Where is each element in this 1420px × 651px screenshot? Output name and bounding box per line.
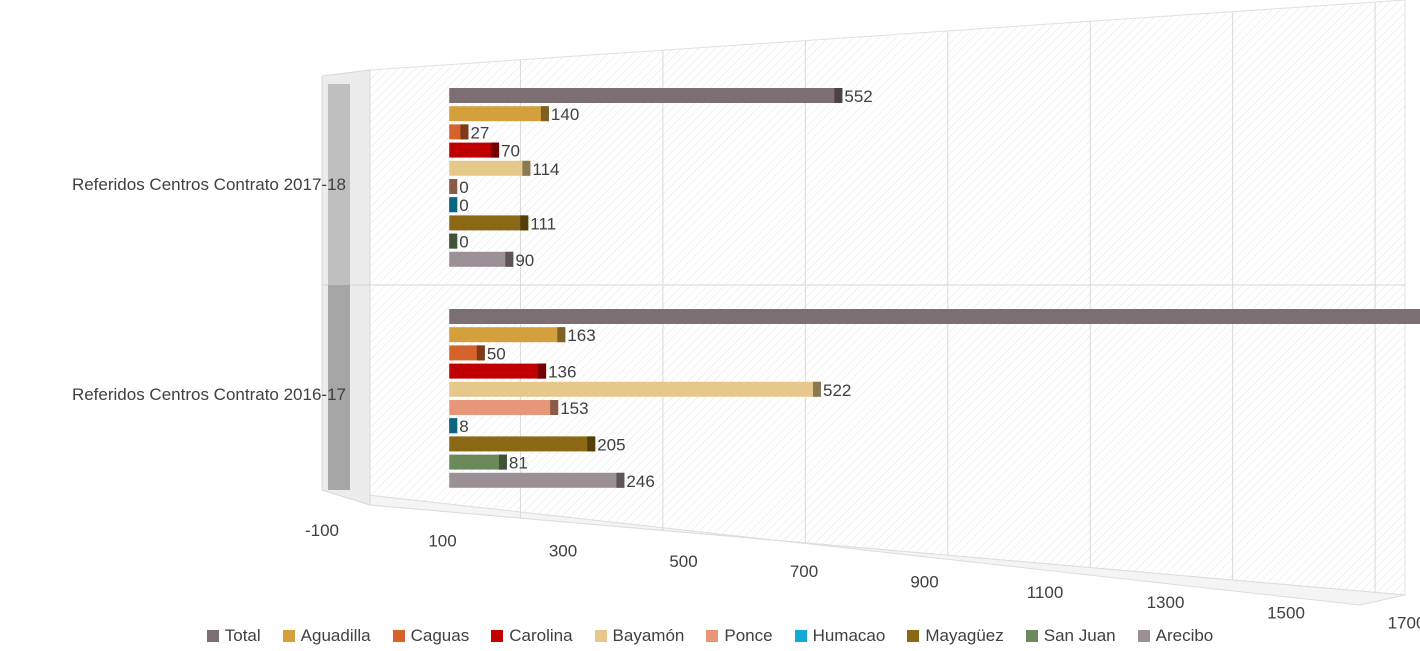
legend-swatch bbox=[283, 630, 295, 642]
bar-end bbox=[449, 179, 457, 194]
bar bbox=[449, 400, 558, 415]
data-label: 0 bbox=[459, 178, 468, 197]
x-tick-label: 700 bbox=[790, 562, 818, 581]
legend-label: Caguas bbox=[411, 626, 470, 646]
legend-label: Carolina bbox=[509, 626, 572, 646]
legend-swatch bbox=[1138, 630, 1150, 642]
legend-label: San Juan bbox=[1044, 626, 1116, 646]
bar-end bbox=[491, 143, 499, 158]
x-tick-label: 900 bbox=[910, 573, 938, 592]
category-label: Referidos Centros Contrato 2016-17 bbox=[72, 385, 346, 404]
legend-label: Total bbox=[225, 626, 261, 646]
legend-label: Bayamón bbox=[613, 626, 685, 646]
legend-item: Humacao bbox=[795, 626, 886, 646]
data-label: 136 bbox=[548, 363, 576, 382]
data-label: 140 bbox=[551, 105, 579, 124]
bar bbox=[449, 327, 565, 342]
legend-swatch bbox=[706, 630, 718, 642]
legend-label: Ponce bbox=[724, 626, 772, 646]
legend-label: Arecibo bbox=[1156, 626, 1214, 646]
legend-item: Total bbox=[207, 626, 261, 646]
data-label: 27 bbox=[470, 123, 489, 142]
data-label: 205 bbox=[597, 435, 625, 454]
legend-item: Carolina bbox=[491, 626, 572, 646]
x-tick-label: 1300 bbox=[1147, 593, 1185, 612]
bar bbox=[449, 215, 528, 230]
bar bbox=[449, 161, 530, 176]
data-label: 111 bbox=[530, 214, 556, 233]
bar-end bbox=[520, 215, 528, 230]
legend-swatch bbox=[907, 630, 919, 642]
bar-end bbox=[449, 418, 457, 433]
x-tick-label: -100 bbox=[305, 521, 339, 540]
data-label: 163 bbox=[567, 326, 595, 345]
bar bbox=[449, 309, 1420, 324]
bar-end bbox=[813, 382, 821, 397]
legend-item: Mayagüez bbox=[907, 626, 1003, 646]
legend-item: San Juan bbox=[1026, 626, 1116, 646]
legend-swatch bbox=[393, 630, 405, 642]
data-label: 70 bbox=[501, 142, 520, 161]
data-label: 81 bbox=[509, 454, 528, 473]
legend-swatch bbox=[795, 630, 807, 642]
legend-item: Aguadilla bbox=[283, 626, 371, 646]
bar-end bbox=[499, 455, 507, 470]
bar-end bbox=[557, 327, 565, 342]
x-tick-label: 1500 bbox=[1267, 603, 1305, 622]
bar-end bbox=[449, 234, 457, 249]
bar-end bbox=[477, 345, 485, 360]
data-label: 114 bbox=[532, 160, 559, 179]
bar-end bbox=[550, 400, 558, 415]
legend-label: Aguadilla bbox=[301, 626, 371, 646]
legend-item: Arecibo bbox=[1138, 626, 1214, 646]
legend-item: Bayamón bbox=[595, 626, 685, 646]
category-label: Referidos Centros Contrato 2017-18 bbox=[72, 175, 346, 194]
bar-end bbox=[834, 88, 842, 103]
data-label: 522 bbox=[823, 381, 851, 400]
legend-swatch bbox=[595, 630, 607, 642]
bar bbox=[449, 473, 624, 488]
bar-end bbox=[522, 161, 530, 176]
legend-item: Caguas bbox=[393, 626, 470, 646]
data-label: 0 bbox=[459, 196, 468, 215]
x-tick-label: 300 bbox=[549, 542, 577, 561]
data-label: 90 bbox=[515, 251, 534, 270]
data-label: 552 bbox=[844, 87, 872, 106]
legend: Total Aguadilla Caguas Carolina Bayamón Ponce… bbox=[0, 622, 1420, 650]
legend-label: Humacao bbox=[813, 626, 886, 646]
legend-label: Mayagüez bbox=[925, 626, 1003, 646]
x-tick-label: 1100 bbox=[1027, 583, 1064, 602]
data-label: 8 bbox=[459, 417, 468, 436]
bar bbox=[449, 436, 595, 451]
bar-end bbox=[449, 197, 457, 212]
data-label: 0 bbox=[459, 233, 468, 252]
bar-end bbox=[505, 252, 513, 267]
legend-swatch bbox=[491, 630, 503, 642]
x-tick-label: 500 bbox=[669, 552, 697, 571]
x-tick-label: 100 bbox=[428, 531, 456, 550]
bar bbox=[449, 364, 546, 379]
legend-swatch bbox=[1026, 630, 1038, 642]
bar-end bbox=[541, 106, 549, 121]
data-label: 50 bbox=[487, 344, 506, 363]
bar-end bbox=[460, 124, 468, 139]
bar-end bbox=[538, 364, 546, 379]
bar-end bbox=[616, 473, 624, 488]
bar-end bbox=[587, 436, 595, 451]
bar bbox=[449, 252, 513, 267]
bar bbox=[449, 382, 821, 397]
bar bbox=[449, 455, 507, 470]
data-label: 246 bbox=[626, 472, 654, 491]
bar bbox=[449, 106, 549, 121]
data-label: 153 bbox=[560, 399, 588, 418]
legend-item: Ponce bbox=[706, 626, 772, 646]
bar bbox=[449, 88, 842, 103]
legend-swatch bbox=[207, 630, 219, 642]
